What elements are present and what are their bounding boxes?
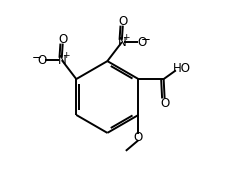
Text: −: − (141, 33, 151, 46)
Text: N: N (118, 36, 126, 49)
Text: +: + (62, 51, 70, 60)
Text: O: O (160, 97, 170, 110)
Text: O: O (118, 15, 128, 28)
Text: HO: HO (173, 62, 191, 75)
Text: O: O (137, 36, 146, 49)
Text: N: N (57, 54, 66, 67)
Text: O: O (134, 131, 143, 144)
Text: +: + (122, 33, 130, 42)
Text: O: O (37, 54, 46, 67)
Text: −: − (32, 51, 42, 64)
Text: O: O (58, 33, 67, 46)
